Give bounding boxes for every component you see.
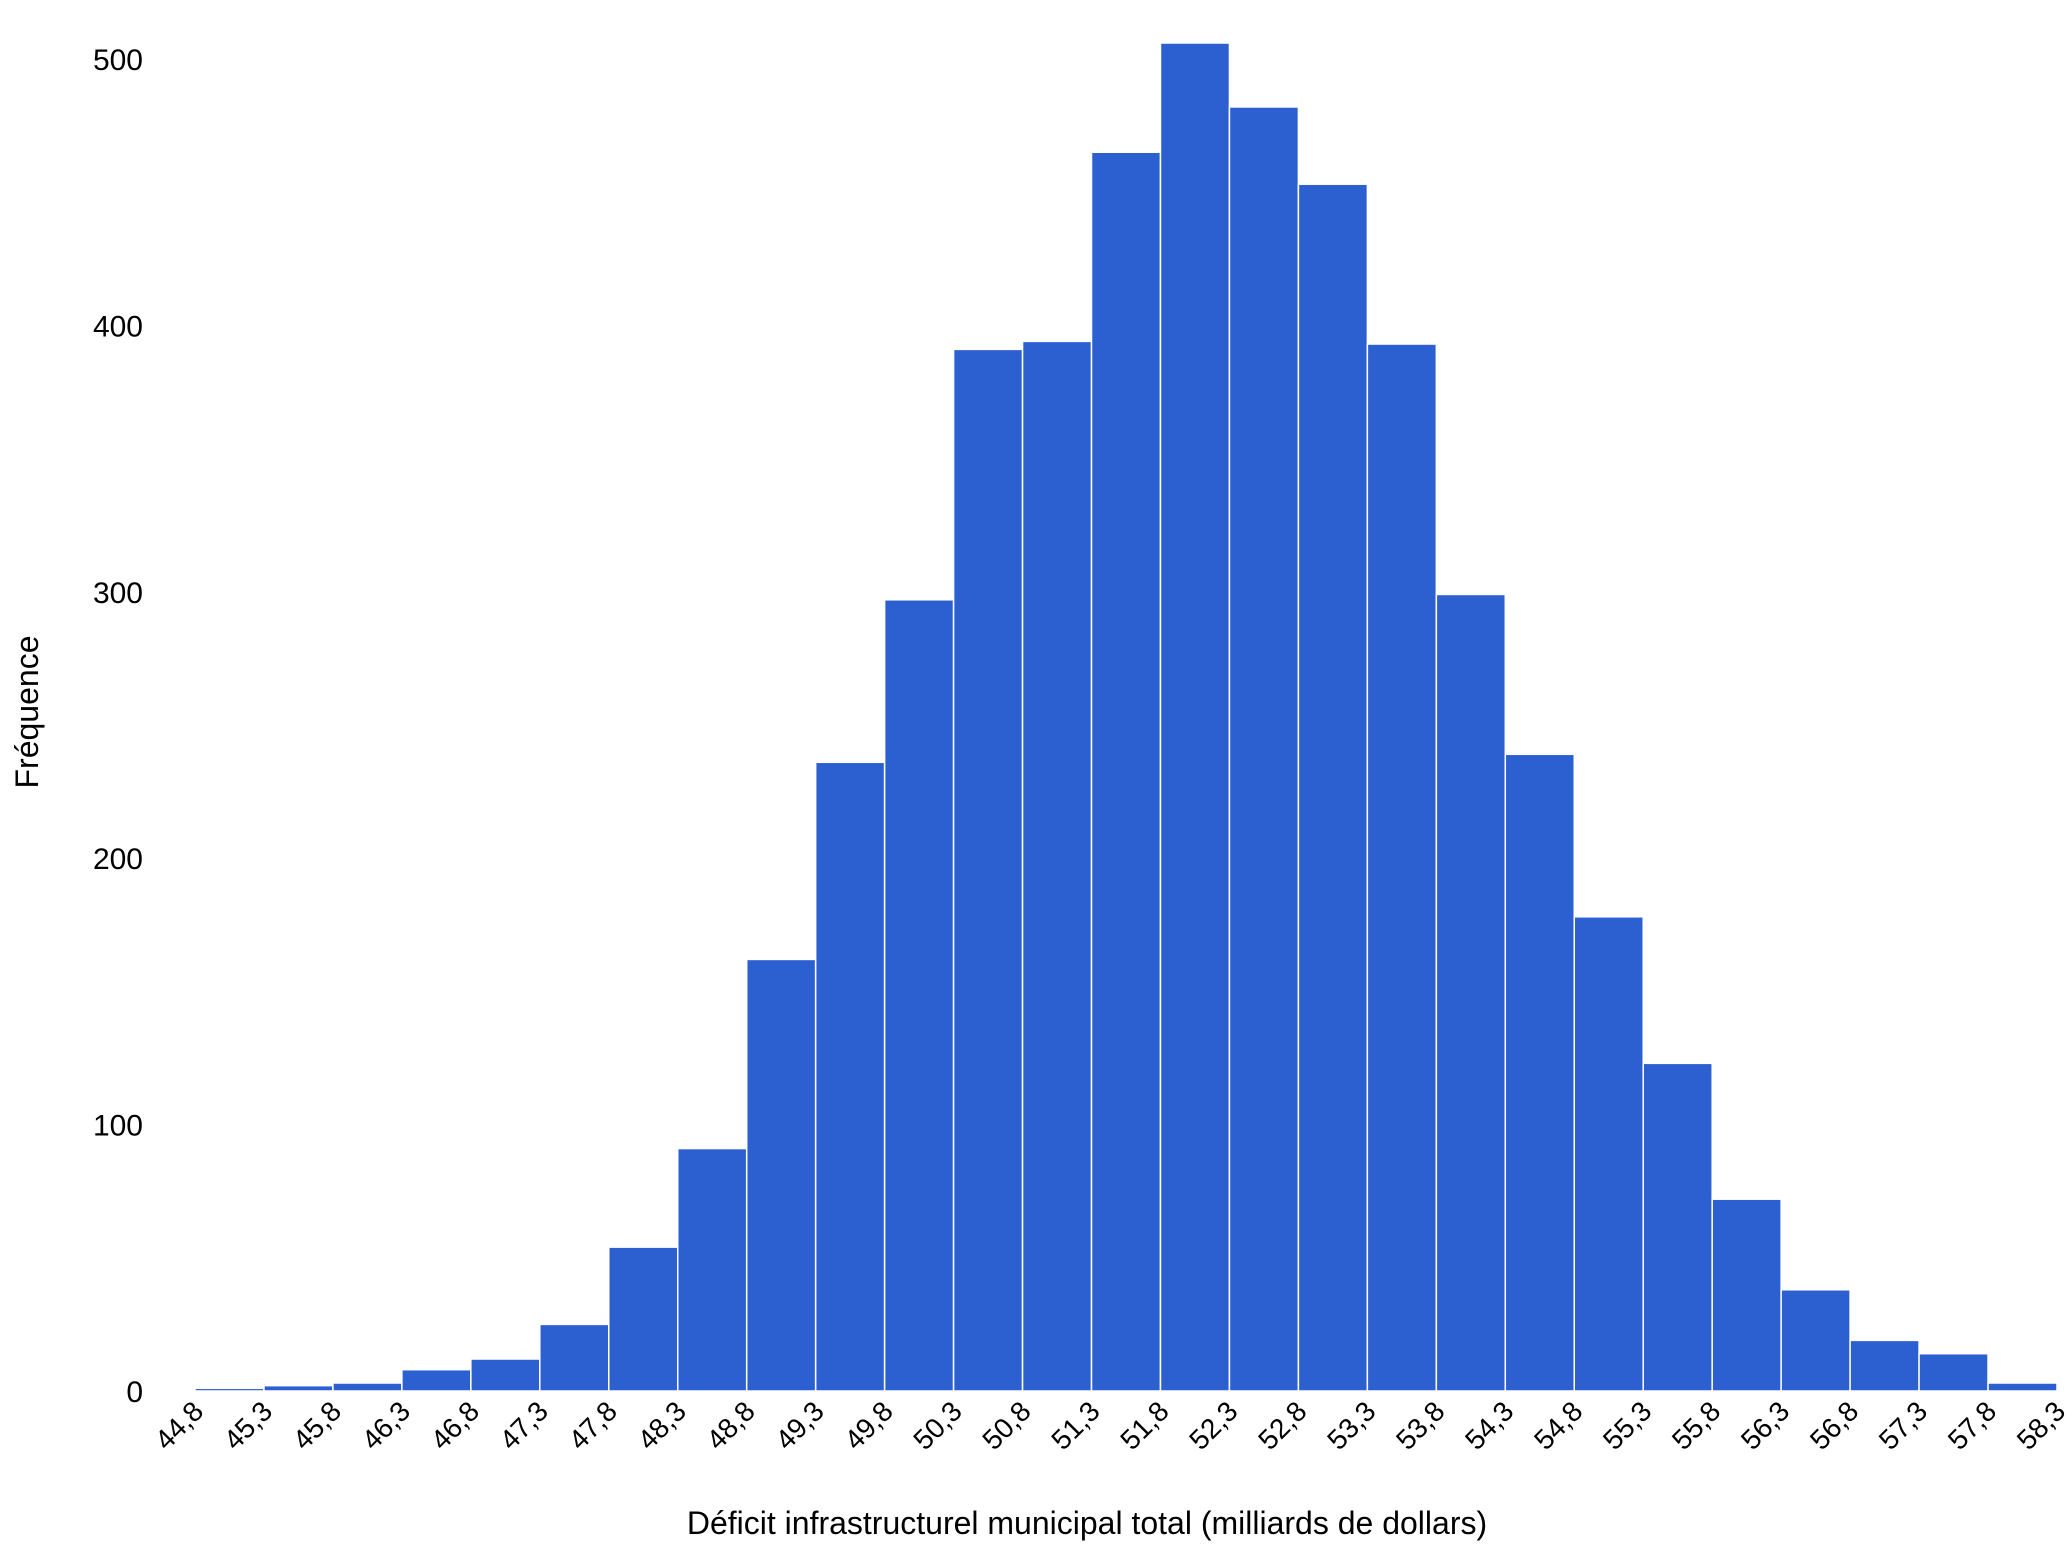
histogram-bar	[1228, 106, 1300, 1392]
histogram-bar	[1021, 340, 1093, 1392]
x-tick-label: 49,8	[838, 1395, 898, 1455]
histogram-bar	[263, 1384, 334, 1392]
x-tick-label: 51,8	[1114, 1395, 1174, 1455]
x-tick-label: 45,8	[287, 1395, 347, 1455]
y-tick-label: 300	[93, 577, 143, 610]
histogram-bar	[1366, 343, 1438, 1392]
x-tick-label: 51,3	[1045, 1395, 1105, 1455]
x-tick-label: 57,8	[1942, 1395, 2002, 1455]
x-tick-label: 45,3	[218, 1395, 278, 1455]
histogram-bar	[1435, 593, 1507, 1392]
x-tick-label: 47,3	[494, 1395, 554, 1455]
x-tick-label: 50,3	[907, 1395, 967, 1455]
histogram-bar	[1573, 916, 1644, 1392]
bars-layer	[194, 42, 2058, 1392]
y-tick-label: 100	[93, 1110, 143, 1143]
x-tick-label: 57,3	[1873, 1395, 1933, 1455]
histogram-bar	[1297, 183, 1369, 1392]
histogram-bar	[1504, 753, 1576, 1392]
x-tick-label: 53,3	[1321, 1395, 1381, 1455]
histogram-bar	[1711, 1198, 1782, 1392]
x-tick-label: 56,3	[1735, 1395, 1795, 1455]
y-axis-ticks: 0 100 200 300 400 500	[93, 44, 143, 1409]
histogram-bar	[608, 1246, 679, 1392]
histogram-bar	[539, 1323, 610, 1392]
y-tick-label: 0	[126, 1376, 143, 1409]
x-tick-label: 53,8	[1390, 1395, 1450, 1455]
histogram-bar	[1090, 151, 1162, 1392]
histogram-bar	[1849, 1339, 1920, 1392]
histogram-bar	[470, 1358, 541, 1392]
histogram-bar	[1987, 1382, 2058, 1392]
x-tick-label: 56,8	[1804, 1395, 1864, 1455]
histogram-bar	[676, 1147, 748, 1392]
x-tick-label: 47,8	[563, 1395, 623, 1455]
y-axis-title: Fréquence	[9, 636, 45, 789]
x-tick-label: 49,3	[769, 1395, 829, 1455]
histogram-bar	[194, 1387, 265, 1392]
histogram-bar	[1159, 42, 1231, 1392]
x-tick-label: 48,3	[632, 1395, 692, 1455]
histogram-bar	[1780, 1289, 1851, 1392]
x-tick-label: 54,3	[1459, 1395, 1519, 1455]
x-tick-label: 48,8	[700, 1395, 760, 1455]
histogram-bar	[1918, 1352, 1989, 1392]
y-tick-label: 500	[93, 44, 143, 77]
histogram-bar	[1642, 1062, 1713, 1392]
x-axis-ticks: 44,8 45,3 45,8 46,3 46,8 47,3 47,8 48,3 48,8 49,3…	[149, 1395, 2071, 1455]
x-tick-label: 55,3	[1597, 1395, 1657, 1455]
histogram-bar	[883, 599, 955, 1392]
histogram-bar	[745, 958, 817, 1392]
x-tick-label: 55,8	[1666, 1395, 1726, 1455]
histogram-bar	[814, 761, 886, 1392]
x-tick-label: 52,8	[1252, 1395, 1312, 1455]
x-tick-label: 58,3	[2011, 1395, 2071, 1455]
x-tick-label: 46,8	[425, 1395, 485, 1455]
x-tick-label: 44,8	[149, 1395, 209, 1455]
y-tick-label: 200	[93, 843, 143, 876]
x-tick-label: 54,8	[1528, 1395, 1588, 1455]
x-tick-label: 50,8	[976, 1395, 1036, 1455]
histogram-bar	[401, 1368, 472, 1392]
histogram-bar	[332, 1382, 403, 1392]
histogram-bar	[952, 348, 1024, 1392]
x-axis-title: Déficit infrastructurel municipal total …	[687, 1505, 1487, 1541]
y-tick-label: 400	[93, 310, 143, 343]
x-tick-label: 52,3	[1183, 1395, 1243, 1455]
x-tick-label: 46,3	[356, 1395, 416, 1455]
